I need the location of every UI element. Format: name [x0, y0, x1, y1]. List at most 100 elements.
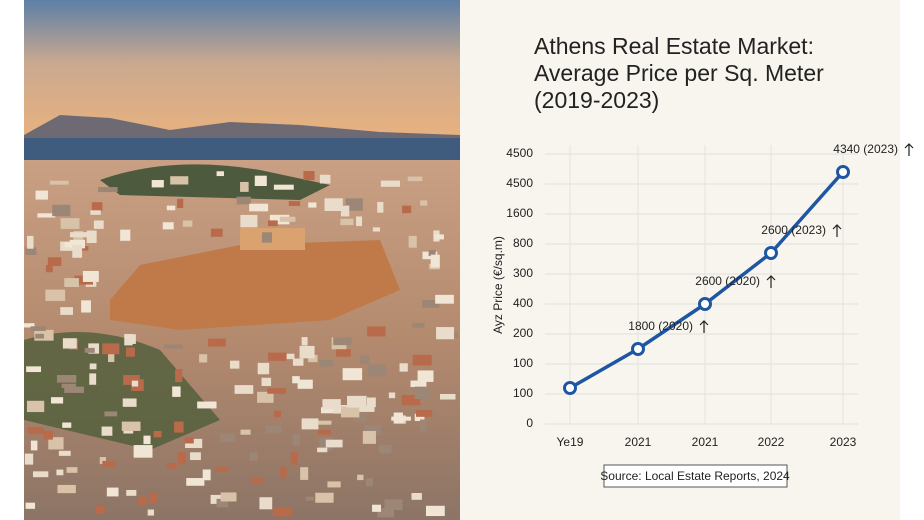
x-tick-label: 2021	[625, 435, 652, 449]
building	[345, 198, 363, 211]
building	[365, 478, 373, 487]
building	[81, 300, 91, 313]
building	[269, 214, 290, 225]
building	[124, 333, 133, 346]
building	[257, 362, 270, 375]
building	[236, 196, 251, 205]
building	[27, 235, 34, 249]
building	[320, 407, 340, 414]
building	[377, 508, 394, 518]
x-tick-label: 2022	[758, 435, 785, 449]
building	[342, 368, 363, 381]
hill	[100, 164, 330, 200]
building	[133, 445, 153, 458]
building	[52, 204, 71, 217]
building	[319, 359, 334, 367]
building	[257, 391, 274, 403]
building	[120, 229, 131, 241]
building	[26, 400, 45, 413]
building	[216, 498, 229, 508]
building	[281, 353, 295, 360]
building	[84, 347, 95, 353]
building	[151, 180, 164, 188]
y-tick-label: 100	[513, 356, 533, 370]
building	[45, 289, 66, 301]
point	[698, 297, 712, 311]
building	[440, 394, 456, 400]
y-tick-label: 1600	[506, 206, 533, 220]
building	[240, 181, 249, 192]
building	[35, 333, 44, 339]
building	[280, 466, 287, 479]
building	[372, 227, 380, 232]
chart-title: Athens Real Estate Market: Average Price …	[534, 33, 824, 113]
building	[126, 489, 137, 496]
building	[61, 383, 76, 388]
building	[377, 201, 384, 213]
building	[308, 354, 318, 363]
building	[267, 220, 278, 227]
y-tick-label: 400	[513, 296, 533, 310]
building	[333, 337, 352, 346]
building	[102, 343, 120, 355]
building	[234, 385, 254, 394]
building	[220, 492, 237, 502]
building	[69, 239, 85, 249]
building	[32, 471, 49, 478]
building	[388, 392, 396, 399]
building	[254, 175, 267, 186]
building	[172, 386, 181, 397]
annotation: 4340 (2023)	[833, 142, 898, 156]
building	[249, 452, 258, 461]
building	[170, 176, 189, 185]
building	[341, 406, 360, 418]
building	[372, 504, 381, 512]
building	[303, 171, 315, 181]
point	[631, 342, 645, 356]
building	[401, 395, 421, 406]
building	[220, 433, 235, 442]
building	[24, 323, 35, 328]
building	[312, 420, 332, 425]
building	[64, 278, 79, 287]
building	[199, 354, 208, 363]
building	[162, 222, 174, 230]
building	[229, 360, 240, 369]
mountains	[24, 115, 460, 142]
building	[434, 234, 444, 240]
building	[190, 452, 201, 461]
building	[274, 410, 282, 418]
building	[163, 344, 183, 349]
building	[436, 327, 455, 340]
building	[25, 247, 37, 255]
building	[24, 453, 34, 465]
building	[27, 427, 44, 435]
building	[104, 411, 118, 417]
y-tick-label: 4500	[506, 146, 533, 160]
building	[125, 347, 135, 357]
building	[86, 230, 97, 243]
building	[430, 254, 440, 268]
building	[102, 460, 116, 467]
building	[106, 487, 119, 497]
building	[249, 203, 269, 212]
building	[364, 425, 381, 436]
building	[45, 265, 53, 273]
building	[359, 355, 370, 364]
building	[268, 352, 287, 361]
building	[347, 395, 367, 408]
y-axis-label: Ayz Price (€/sq.m)	[491, 236, 505, 334]
building	[186, 478, 205, 486]
building	[420, 419, 427, 431]
building	[393, 412, 403, 424]
building	[72, 244, 83, 258]
building	[301, 418, 319, 430]
point	[563, 381, 577, 395]
building	[317, 430, 331, 435]
building	[64, 386, 85, 393]
building	[98, 187, 118, 193]
building	[26, 366, 42, 373]
building	[49, 180, 69, 185]
building	[290, 452, 298, 465]
annotation: 2600 (2023)	[761, 223, 826, 237]
